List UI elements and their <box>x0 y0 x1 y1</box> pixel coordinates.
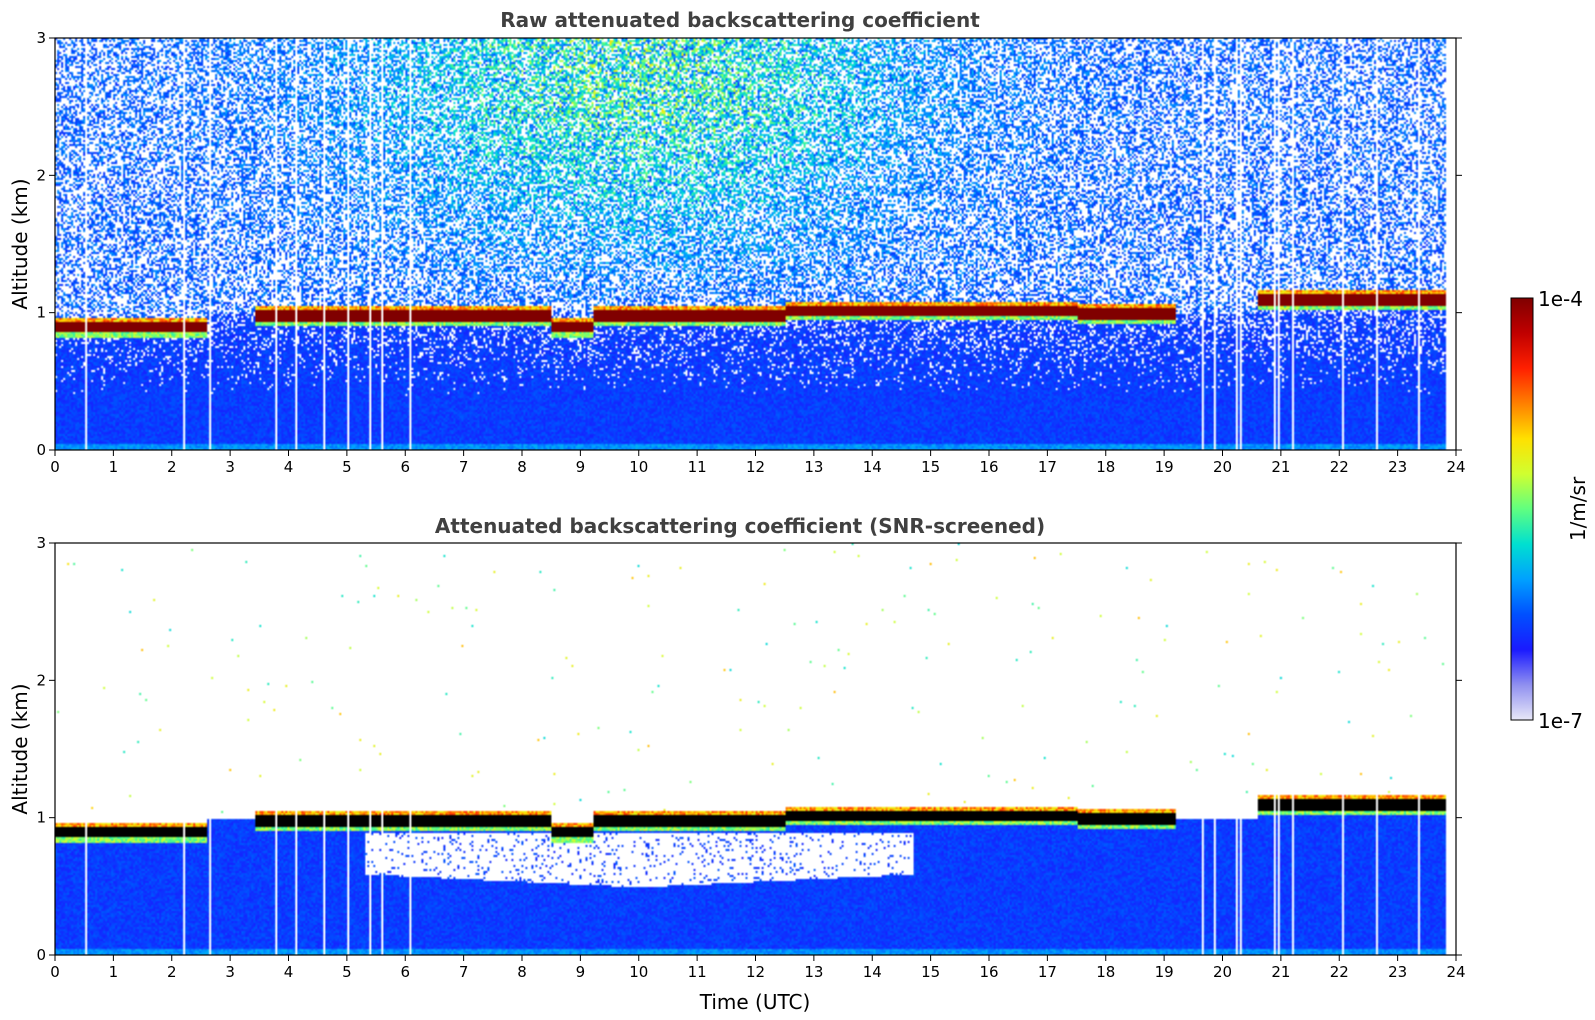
y-tick-label: 3 <box>36 534 46 552</box>
x-tick-label: 13 <box>804 963 823 981</box>
x-tick-label: 11 <box>688 458 707 476</box>
x-tick-label: 10 <box>629 458 648 476</box>
x-tick-label: 15 <box>921 963 940 981</box>
panel-raw-x-ticks: 0 1 2 3 4 5 6 7 8 9 10 11 12 13 14 15 16 17 18 19 20 21 22 23 24 <box>50 450 1466 476</box>
panel-raw-y-ticks: 0 1 2 3 <box>36 29 1462 459</box>
y-tick-label: 1 <box>36 809 46 827</box>
x-tick-label: 2 <box>167 458 177 476</box>
x-tick-label: 22 <box>1330 963 1349 981</box>
y-tick-label: 2 <box>36 671 46 689</box>
panel-screened-y-ticks: 0 1 2 3 <box>36 534 1462 964</box>
panel-screened-plot-area <box>54 542 1457 956</box>
x-tick-label: 20 <box>1213 963 1232 981</box>
x-tick-label: 12 <box>746 458 765 476</box>
x-tick-label: 21 <box>1271 963 1290 981</box>
panel-screened-x-axis-label: Time (UTC) <box>699 990 811 1014</box>
x-tick-label: 21 <box>1271 458 1290 476</box>
x-tick-label: 16 <box>979 963 998 981</box>
x-tick-label: 23 <box>1388 963 1407 981</box>
x-tick-label: 8 <box>517 458 527 476</box>
x-tick-label: 4 <box>284 963 294 981</box>
x-tick-label: 16 <box>979 458 998 476</box>
colorbar-units-label: 1/m/sr <box>1566 476 1590 541</box>
x-tick-label: 24 <box>1446 963 1465 981</box>
x-tick-label: 1 <box>109 458 119 476</box>
x-tick-label: 11 <box>688 963 707 981</box>
colorbar-gradient <box>1510 297 1534 721</box>
x-tick-label: 7 <box>459 963 469 981</box>
x-tick-label: 24 <box>1446 458 1465 476</box>
colorbar: 1e-4 1e-7 1/m/sr <box>1510 287 1590 733</box>
panel-raw: Raw attenuated backscattering coefficien… <box>8 8 1466 476</box>
y-tick-label: 3 <box>36 29 46 47</box>
panel-screened-y-axis-label: Altitude (km) <box>8 683 32 814</box>
y-tick-label: 2 <box>36 166 46 184</box>
x-tick-label: 6 <box>400 458 410 476</box>
x-tick-label: 17 <box>1038 458 1057 476</box>
x-tick-label: 5 <box>342 963 352 981</box>
x-tick-label: 18 <box>1096 458 1115 476</box>
x-tick-label: 9 <box>576 458 586 476</box>
y-tick-label: 0 <box>36 441 46 459</box>
panel-raw-title: Raw attenuated backscattering coefficien… <box>500 8 980 32</box>
panel-screened: Attenuated backscattering coefficient (S… <box>8 514 1466 1014</box>
x-tick-label: 23 <box>1388 458 1407 476</box>
x-tick-label: 14 <box>863 963 882 981</box>
panel-raw-plot-area <box>54 37 1457 451</box>
colorbar-max-label: 1e-4 <box>1538 287 1583 311</box>
x-tick-label: 18 <box>1096 963 1115 981</box>
x-tick-label: 6 <box>400 963 410 981</box>
x-tick-label: 3 <box>225 963 235 981</box>
x-tick-label: 20 <box>1213 458 1232 476</box>
panel-screened-heatmap <box>55 543 1456 955</box>
colorbar-min-label: 1e-7 <box>1538 709 1583 733</box>
x-tick-label: 1 <box>109 963 119 981</box>
x-tick-label: 19 <box>1155 963 1174 981</box>
x-tick-label: 0 <box>50 458 60 476</box>
x-tick-label: 19 <box>1155 458 1174 476</box>
x-tick-label: 14 <box>863 458 882 476</box>
x-tick-label: 5 <box>342 458 352 476</box>
x-tick-label: 8 <box>517 963 527 981</box>
x-tick-label: 15 <box>921 458 940 476</box>
x-tick-label: 17 <box>1038 963 1057 981</box>
x-tick-label: 22 <box>1330 458 1349 476</box>
panel-raw-heatmap <box>55 38 1456 450</box>
panel-screened-title: Attenuated backscattering coefficient (S… <box>435 514 1045 538</box>
y-tick-label: 0 <box>36 946 46 964</box>
y-tick-label: 1 <box>36 304 46 322</box>
x-tick-label: 12 <box>746 963 765 981</box>
x-tick-label: 10 <box>629 963 648 981</box>
panel-screened-x-ticks: 0 1 2 3 4 5 6 7 8 9 10 11 12 13 14 15 16 17 18 19 20 21 22 23 24 <box>50 955 1466 981</box>
x-tick-label: 9 <box>576 963 586 981</box>
panel-raw-y-axis-label: Altitude (km) <box>8 178 32 309</box>
x-tick-label: 4 <box>284 458 294 476</box>
x-tick-label: 13 <box>804 458 823 476</box>
x-tick-label: 3 <box>225 458 235 476</box>
x-tick-label: 0 <box>50 963 60 981</box>
x-tick-label: 2 <box>167 963 177 981</box>
x-tick-label: 7 <box>459 458 469 476</box>
